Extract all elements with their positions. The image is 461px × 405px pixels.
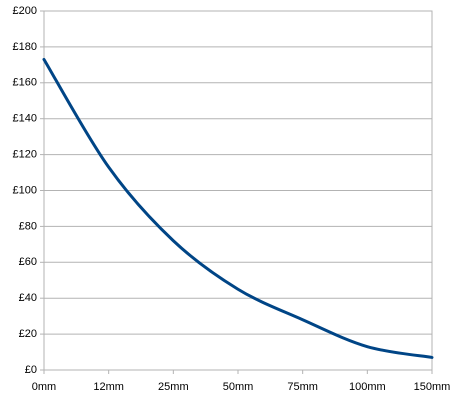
x-tick-label: 12mm bbox=[93, 381, 124, 393]
y-tick-label: £100 bbox=[13, 184, 37, 196]
x-tick-label: 25mm bbox=[158, 381, 189, 393]
y-tick-label: £160 bbox=[13, 77, 37, 89]
y-tick-label: £120 bbox=[13, 149, 37, 161]
y-tick-label: £200 bbox=[13, 5, 37, 17]
data-line bbox=[42, 57, 434, 359]
y-tick-label: £180 bbox=[13, 41, 37, 53]
x-tick-label: 50mm bbox=[223, 381, 254, 393]
y-tick-label: £60 bbox=[19, 256, 37, 268]
y-tick-label: £80 bbox=[19, 220, 37, 232]
x-tick-label: 150mm bbox=[414, 381, 451, 393]
y-tick-label: £40 bbox=[19, 292, 37, 304]
x-tick-label: 100mm bbox=[349, 381, 386, 393]
y-tick-label: £20 bbox=[19, 328, 37, 340]
x-tick-label: 75mm bbox=[287, 381, 318, 393]
x-tick-label: 0mm bbox=[32, 381, 56, 393]
y-tick-label: £0 bbox=[25, 364, 37, 376]
y-tick-label: £140 bbox=[13, 113, 37, 125]
